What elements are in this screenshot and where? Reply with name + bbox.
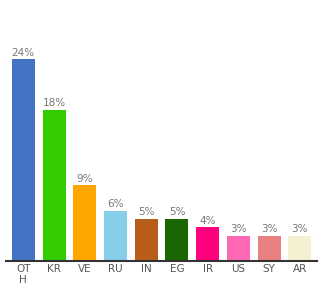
- Text: 5%: 5%: [169, 207, 185, 217]
- Text: 6%: 6%: [107, 199, 124, 209]
- Bar: [196, 227, 219, 261]
- Text: 4%: 4%: [199, 216, 216, 226]
- Bar: [12, 59, 35, 261]
- Bar: [135, 219, 158, 261]
- Bar: [227, 236, 250, 261]
- Bar: [288, 236, 311, 261]
- Bar: [165, 219, 188, 261]
- Bar: [43, 110, 66, 261]
- Text: 24%: 24%: [12, 48, 35, 58]
- Bar: [104, 211, 127, 261]
- Bar: [258, 236, 281, 261]
- Text: 18%: 18%: [43, 98, 66, 108]
- Text: 3%: 3%: [261, 224, 277, 234]
- Text: 3%: 3%: [292, 224, 308, 234]
- Text: 9%: 9%: [76, 174, 93, 184]
- Bar: [73, 185, 96, 261]
- Text: 5%: 5%: [138, 207, 155, 217]
- Text: 3%: 3%: [230, 224, 247, 234]
